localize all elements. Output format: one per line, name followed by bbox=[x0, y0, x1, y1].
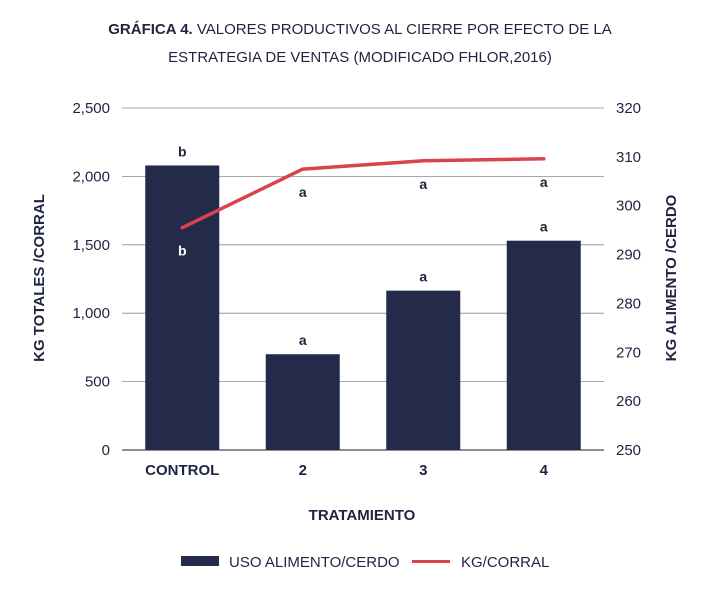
x-category-label: 4 bbox=[540, 462, 549, 479]
chart-title-line1: GRÁFICA 4. VALORES PRODUCTIVOS AL CIERRE… bbox=[108, 21, 611, 38]
y-tick-label: 500 bbox=[85, 374, 110, 391]
y-tick-label: 1,000 bbox=[72, 305, 110, 322]
y-tick-label: 2,500 bbox=[72, 100, 110, 117]
x-category-label: 2 bbox=[299, 462, 307, 479]
y2-tick-label: 320 bbox=[616, 100, 641, 117]
y-tick-label: 0 bbox=[102, 442, 110, 459]
y2-axis-ticks: 250 260 270 280 290 300 310 320 bbox=[616, 100, 641, 459]
x-axis-title: TRATAMIENTO bbox=[309, 507, 416, 524]
bar bbox=[386, 290, 461, 450]
y2-tick-label: 260 bbox=[616, 393, 641, 410]
significance-labels: b a a a b a a a bbox=[178, 143, 548, 348]
x-axis-categories: CONTROL 2 3 4 bbox=[145, 462, 548, 479]
y-axis-ticks: 0 500 1,000 1,500 2,000 2,500 bbox=[72, 100, 110, 459]
legend-label-bars: USO ALIMENTO/CERDO bbox=[229, 554, 400, 571]
legend-label-line: KG/CORRAL bbox=[461, 554, 549, 571]
y-tick-label: 1,500 bbox=[72, 237, 110, 254]
line-significance-label: a bbox=[540, 174, 548, 190]
y2-tick-label: 250 bbox=[616, 442, 641, 459]
legend: USO ALIMENTO/CERDO KG/CORRAL bbox=[181, 554, 549, 571]
bar-significance-label: a bbox=[419, 269, 427, 285]
chart-title-rest: VALORES PRODUCTIVOS AL CIERRE POR EFECTO… bbox=[193, 21, 612, 38]
bar-significance-label: a bbox=[540, 219, 548, 235]
x-category-label: 3 bbox=[419, 462, 427, 479]
chart-title-line2: ESTRATEGIA DE VENTAS (MODIFICADO FHLOR,2… bbox=[168, 49, 552, 66]
line-series bbox=[180, 157, 546, 230]
y-tick-label: 2,000 bbox=[72, 168, 110, 185]
legend-swatch-line bbox=[412, 560, 450, 563]
y-axis-title: KG TOTALES /CORRAL bbox=[31, 194, 48, 362]
y2-tick-label: 290 bbox=[616, 247, 641, 264]
chart-title-bold: GRÁFICA 4. bbox=[108, 21, 192, 38]
bars bbox=[145, 165, 581, 450]
x-category-label: CONTROL bbox=[145, 462, 219, 479]
bar-significance-label: b bbox=[178, 143, 187, 159]
line-significance-label: a bbox=[299, 184, 307, 200]
y2-tick-label: 270 bbox=[616, 344, 641, 361]
legend-swatch-bars bbox=[181, 556, 219, 566]
y2-axis-title: KG ALIMENTO /CERDO bbox=[663, 194, 680, 361]
line-significance-label: b bbox=[178, 243, 187, 259]
bar bbox=[145, 165, 220, 450]
line-path bbox=[180, 157, 546, 230]
y2-tick-label: 300 bbox=[616, 198, 641, 215]
line-significance-label: a bbox=[419, 176, 427, 192]
y2-tick-label: 280 bbox=[616, 295, 641, 312]
y2-tick-label: 310 bbox=[616, 149, 641, 166]
bar-significance-label: a bbox=[299, 332, 307, 348]
bar bbox=[265, 354, 340, 450]
bar bbox=[506, 240, 581, 450]
